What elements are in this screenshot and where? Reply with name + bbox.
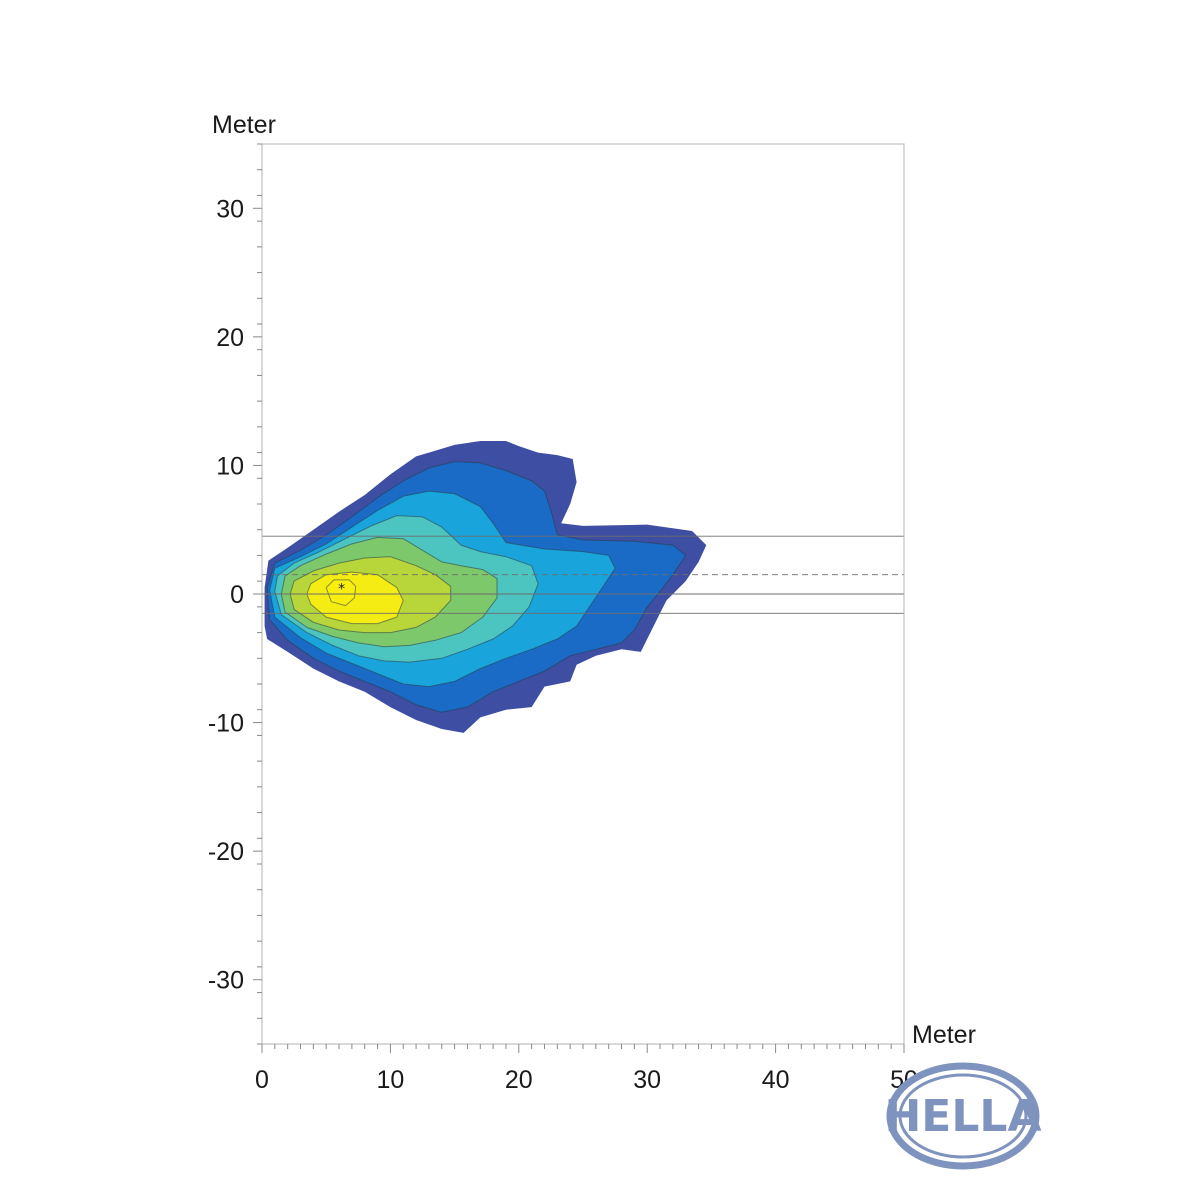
isolux-regions [264, 441, 707, 733]
x-tick-label: 0 [255, 1066, 269, 1094]
peak-star: * [338, 582, 345, 598]
x-tick-label: 20 [505, 1066, 533, 1094]
y-tick-label: -10 [208, 710, 244, 738]
x-tick-label: 40 [762, 1066, 790, 1094]
reference-lines [262, 535, 904, 614]
y-tick-label: -20 [208, 838, 244, 866]
logo-ellipse-inner [898, 1073, 1028, 1159]
peak-marker: * [338, 582, 345, 598]
y-tick-label: -30 [208, 967, 244, 995]
isolux-region-8 [325, 579, 357, 607]
brand-logo: HELLA [884, 1062, 1042, 1170]
y-axis-ticks: 30 20 10 0 -10 -20 -30 [208, 143, 262, 1045]
y-tick-label: 10 [216, 452, 244, 480]
y-axis-title: Meter [212, 111, 276, 139]
x-tick-label: 30 [633, 1066, 661, 1094]
x-axis-title: Meter [912, 1021, 976, 1049]
logo-ellipse-outer [886, 1062, 1040, 1170]
x-tick-label: 10 [376, 1066, 404, 1094]
y-tick-label: 30 [216, 195, 244, 223]
y-tick-label: 0 [230, 581, 244, 609]
logo-text: HELLA [884, 1091, 1041, 1142]
y-tick-label: 20 [216, 324, 244, 352]
